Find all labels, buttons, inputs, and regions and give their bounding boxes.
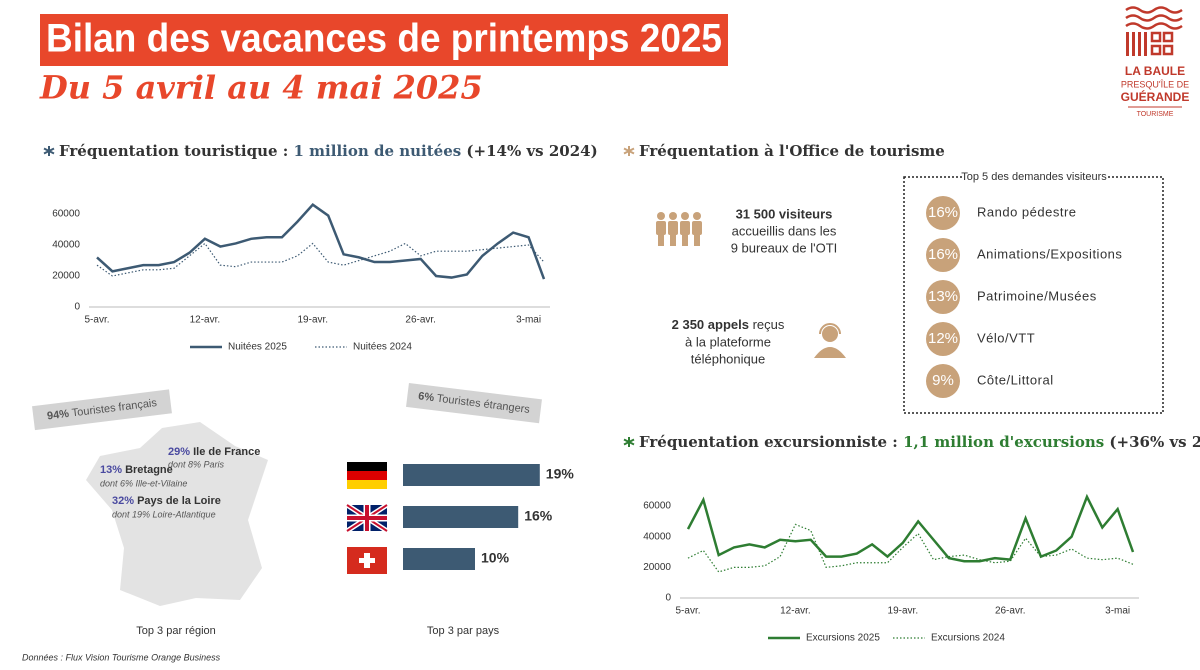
bar (403, 506, 519, 528)
x-tick-label: 12-avr. (190, 315, 221, 326)
people-icon (656, 212, 702, 246)
caption: Top 3 par pays (427, 625, 500, 637)
tag: 6% Touristes étrangers (406, 383, 542, 424)
pct-text: 16% (928, 204, 958, 221)
legend-label: Excursions 2025 (806, 633, 880, 644)
pct-circle (926, 196, 960, 230)
y-tick-label: 60000 (643, 501, 671, 512)
logo-tag: TOURISME (1137, 111, 1174, 118)
headset-icon (814, 323, 846, 358)
bullet (43, 146, 55, 156)
x-tick-label: 5-avr. (675, 606, 700, 617)
bar-label: 16% (524, 508, 553, 524)
region-detail: dont 19% Loire-Atlantique (112, 509, 216, 519)
flag-switzerland (347, 547, 387, 574)
y-tick-label: 0 (74, 302, 80, 313)
y-tick-label: 20000 (52, 271, 80, 282)
section-heading: Fréquentation à l'Office de tourisme (639, 142, 945, 160)
section-heading: Fréquentation touristique : 1 million de… (59, 142, 598, 160)
pct-text: 12% (928, 330, 958, 347)
legend-label: Nuitées 2024 (353, 342, 412, 353)
calls-text: 2 350 appels reçus (672, 317, 785, 332)
title: Bilan des vacances de printemps 2025 (46, 17, 722, 61)
bar-label: 19% (546, 466, 575, 482)
request-label: Patrimoine/Musées (977, 288, 1097, 303)
x-tick-label: 3-mai (1105, 606, 1130, 617)
title-box (40, 14, 728, 66)
tag: 94% Touristes français (32, 389, 172, 431)
pct-text: 16% (928, 246, 958, 263)
visitors-text: accueillis dans les (732, 223, 837, 238)
visitors-text: 9 bureaux de l'OTI (731, 240, 838, 255)
series-line (96, 203, 546, 280)
top5-title: Top 5 des demandes visiteurs (961, 171, 1107, 183)
bullet (623, 437, 635, 447)
request-label: Rando pédestre (977, 204, 1077, 219)
x-tick-label: 5-avr. (84, 315, 109, 326)
section-heading: Fréquentation excursionniste : 1,1 milli… (639, 433, 1200, 451)
region-detail: dont 6% Ille-et-Vilaine (100, 478, 187, 488)
logo-text: PRESQU'ÎLE DE (1121, 79, 1189, 89)
request-label: Côte/Littoral (977, 372, 1054, 387)
x-tick-label: 12-avr. (780, 606, 811, 617)
pct-text: 9% (932, 372, 954, 389)
pct-circle (926, 364, 960, 398)
logo: LA BAULE PRESQU'ÎLE DE GUÉRANDE TOURISME (1121, 6, 1190, 118)
bar (403, 548, 475, 570)
pct-circle (926, 238, 960, 272)
pct-text: 13% (928, 288, 958, 305)
x-tick-label: 3-mai (516, 315, 541, 326)
x-tick-label: 19-avr. (888, 606, 919, 617)
caption: Top 3 par région (136, 625, 216, 637)
top5-title-bg (962, 170, 1106, 184)
series-line (96, 242, 545, 277)
pct-circle (926, 280, 960, 314)
x-tick-label: 26-avr. (405, 315, 436, 326)
request-label: Vélo/VTT (977, 330, 1035, 345)
region-detail: dont 8% Paris (168, 459, 225, 469)
logo-text: GUÉRANDE (1121, 89, 1190, 104)
calls-text: téléphonique (691, 351, 765, 366)
x-tick-label: 26-avr. (995, 606, 1026, 617)
flag-germany (347, 462, 387, 489)
y-tick-label: 0 (665, 593, 671, 604)
legend-label: Nuitées 2025 (228, 342, 287, 353)
y-tick-label: 40000 (52, 240, 80, 251)
region: 13% Bretagne (100, 464, 173, 476)
legend-label: Excursions 2024 (931, 633, 1005, 644)
logo-text: LA BAULE (1125, 64, 1185, 78)
request-label: Animations/Expositions (977, 246, 1122, 261)
france-map (86, 422, 268, 606)
series-line (686, 493, 1135, 563)
y-tick-label: 20000 (643, 562, 671, 573)
source: Données : Flux Vision Tourisme Orange Bu… (22, 652, 221, 662)
y-tick-label: 60000 (52, 209, 80, 220)
pct-circle (926, 322, 960, 356)
flag-uk (345, 502, 389, 534)
bar-label: 10% (481, 550, 510, 566)
y-tick-label: 40000 (643, 531, 671, 542)
subtitle: Du 5 avril au 4 mai 2025 (39, 69, 483, 107)
visitors-count: 31 500 visiteurs (736, 206, 833, 221)
bullet (623, 146, 635, 156)
series-line (687, 523, 1134, 573)
bar (403, 464, 540, 486)
region: 29% Ile de France (168, 446, 260, 458)
calls-text: à la plateforme (685, 334, 771, 349)
top5-list: 16% Rando pédestre 16% Animations/Expositio… (926, 196, 1122, 398)
x-tick-label: 19-avr. (298, 315, 329, 326)
region: 32% Pays de la Loire (112, 495, 221, 507)
